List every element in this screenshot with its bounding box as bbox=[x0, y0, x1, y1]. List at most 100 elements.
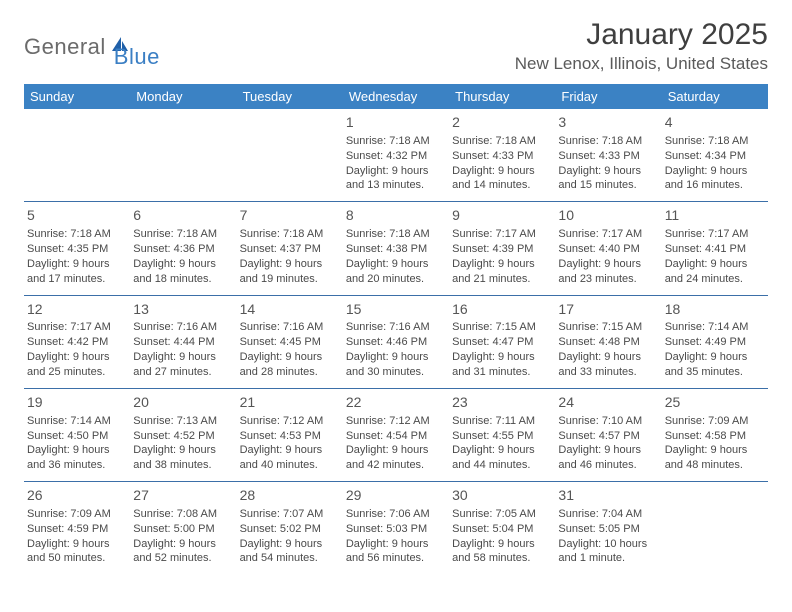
day-number: 22 bbox=[346, 393, 446, 412]
calendar-cell: 26Sunrise: 7:09 AMSunset: 4:59 PMDayligh… bbox=[24, 482, 130, 575]
daylight-text: Daylight: 9 hours bbox=[240, 537, 340, 552]
daylight-text: Daylight: 9 hours bbox=[665, 443, 765, 458]
sunset-text: Sunset: 4:47 PM bbox=[452, 335, 552, 350]
sunset-text: Sunset: 4:33 PM bbox=[558, 149, 658, 164]
sunset-text: Sunset: 4:42 PM bbox=[27, 335, 127, 350]
calendar-cell: 16Sunrise: 7:15 AMSunset: 4:47 PMDayligh… bbox=[449, 295, 555, 388]
sunrise-text: Sunrise: 7:12 AM bbox=[240, 414, 340, 429]
sunset-text: Sunset: 4:50 PM bbox=[27, 429, 127, 444]
sunset-text: Sunset: 4:39 PM bbox=[452, 242, 552, 257]
daylight-text-2: and 35 minutes. bbox=[665, 365, 765, 380]
calendar-cell: 3 Sunrise: 7:18 AMSunset: 4:33 PMDaylight… bbox=[555, 109, 661, 202]
calendar-cell bbox=[24, 109, 130, 202]
day-number: 26 bbox=[27, 486, 127, 505]
location-label: New Lenox, Illinois, United States bbox=[515, 54, 768, 74]
daylight-text: Daylight: 9 hours bbox=[346, 350, 446, 365]
daylight-text: Daylight: 9 hours bbox=[452, 257, 552, 272]
sunrise-text: Sunrise: 7:05 AM bbox=[452, 507, 552, 522]
sunrise-text: Sunrise: 7:04 AM bbox=[558, 507, 658, 522]
sunset-text: Sunset: 5:03 PM bbox=[346, 522, 446, 537]
daylight-text-2: and 38 minutes. bbox=[133, 458, 233, 473]
day-header: Tuesday bbox=[237, 84, 343, 109]
daylight-text-2: and 17 minutes. bbox=[27, 272, 127, 287]
daylight-text: Daylight: 9 hours bbox=[452, 350, 552, 365]
daylight-text: Daylight: 9 hours bbox=[452, 164, 552, 179]
daylight-text: Daylight: 9 hours bbox=[558, 257, 658, 272]
sunset-text: Sunset: 4:54 PM bbox=[346, 429, 446, 444]
logo-text-blue: Blue bbox=[114, 44, 160, 70]
sunset-text: Sunset: 4:49 PM bbox=[665, 335, 765, 350]
calendar-table: Sunday Monday Tuesday Wednesday Thursday… bbox=[24, 84, 768, 574]
daylight-text-2: and 24 minutes. bbox=[665, 272, 765, 287]
day-number: 30 bbox=[452, 486, 552, 505]
calendar-cell: 23Sunrise: 7:11 AMSunset: 4:55 PMDayligh… bbox=[449, 388, 555, 481]
sunrise-text: Sunrise: 7:08 AM bbox=[133, 507, 233, 522]
day-number: 2 bbox=[452, 113, 552, 132]
sunrise-text: Sunrise: 7:16 AM bbox=[346, 320, 446, 335]
day-number: 9 bbox=[452, 206, 552, 225]
daylight-text: Daylight: 9 hours bbox=[558, 164, 658, 179]
daylight-text-2: and 15 minutes. bbox=[558, 178, 658, 193]
daylight-text-2: and 36 minutes. bbox=[27, 458, 127, 473]
day-number: 25 bbox=[665, 393, 765, 412]
sunrise-text: Sunrise: 7:16 AM bbox=[240, 320, 340, 335]
calendar-cell: 5Sunrise: 7:18 AMSunset: 4:35 PMDaylight… bbox=[24, 202, 130, 295]
day-number: 8 bbox=[346, 206, 446, 225]
day-number: 28 bbox=[240, 486, 340, 505]
calendar-cell bbox=[237, 109, 343, 202]
calendar-cell: 25Sunrise: 7:09 AMSunset: 4:58 PMDayligh… bbox=[662, 388, 768, 481]
daylight-text: Daylight: 9 hours bbox=[452, 537, 552, 552]
calendar-cell: 6Sunrise: 7:18 AMSunset: 4:36 PMDaylight… bbox=[130, 202, 236, 295]
daylight-text: Daylight: 9 hours bbox=[27, 350, 127, 365]
sunset-text: Sunset: 4:36 PM bbox=[133, 242, 233, 257]
day-number: 3 bbox=[558, 113, 658, 132]
daylight-text: Daylight: 9 hours bbox=[133, 537, 233, 552]
day-header-row: Sunday Monday Tuesday Wednesday Thursday… bbox=[24, 84, 768, 109]
day-number: 17 bbox=[558, 300, 658, 319]
daylight-text: Daylight: 9 hours bbox=[558, 350, 658, 365]
calendar-cell: 31Sunrise: 7:04 AMSunset: 5:05 PMDayligh… bbox=[555, 482, 661, 575]
daylight-text: Daylight: 9 hours bbox=[665, 350, 765, 365]
sunrise-text: Sunrise: 7:14 AM bbox=[665, 320, 765, 335]
calendar-cell: 19Sunrise: 7:14 AMSunset: 4:50 PMDayligh… bbox=[24, 388, 130, 481]
calendar-cell: 15Sunrise: 7:16 AMSunset: 4:46 PMDayligh… bbox=[343, 295, 449, 388]
sunset-text: Sunset: 4:35 PM bbox=[27, 242, 127, 257]
daylight-text: Daylight: 9 hours bbox=[346, 164, 446, 179]
daylight-text-2: and 46 minutes. bbox=[558, 458, 658, 473]
sunrise-text: Sunrise: 7:18 AM bbox=[558, 134, 658, 149]
daylight-text: Daylight: 9 hours bbox=[240, 350, 340, 365]
day-header: Sunday bbox=[24, 84, 130, 109]
day-number: 4 bbox=[665, 113, 765, 132]
daylight-text-2: and 21 minutes. bbox=[452, 272, 552, 287]
daylight-text-2: and 23 minutes. bbox=[558, 272, 658, 287]
daylight-text: Daylight: 9 hours bbox=[27, 537, 127, 552]
day-number: 27 bbox=[133, 486, 233, 505]
daylight-text-2: and 20 minutes. bbox=[346, 272, 446, 287]
calendar-cell: 13Sunrise: 7:16 AMSunset: 4:44 PMDayligh… bbox=[130, 295, 236, 388]
sunrise-text: Sunrise: 7:18 AM bbox=[665, 134, 765, 149]
daylight-text-2: and 14 minutes. bbox=[452, 178, 552, 193]
daylight-text-2: and 33 minutes. bbox=[558, 365, 658, 380]
sunset-text: Sunset: 5:00 PM bbox=[133, 522, 233, 537]
calendar-row: 19Sunrise: 7:14 AMSunset: 4:50 PMDayligh… bbox=[24, 388, 768, 481]
sunset-text: Sunset: 5:05 PM bbox=[558, 522, 658, 537]
calendar-cell: 22Sunrise: 7:12 AMSunset: 4:54 PMDayligh… bbox=[343, 388, 449, 481]
day-number: 14 bbox=[240, 300, 340, 319]
logo: General Blue bbox=[24, 18, 160, 70]
daylight-text: Daylight: 9 hours bbox=[133, 443, 233, 458]
daylight-text: Daylight: 9 hours bbox=[240, 257, 340, 272]
logo-text-general: General bbox=[24, 34, 106, 60]
calendar-cell: 10Sunrise: 7:17 AMSunset: 4:40 PMDayligh… bbox=[555, 202, 661, 295]
daylight-text: Daylight: 9 hours bbox=[133, 257, 233, 272]
calendar-cell: 21Sunrise: 7:12 AMSunset: 4:53 PMDayligh… bbox=[237, 388, 343, 481]
sunset-text: Sunset: 4:38 PM bbox=[346, 242, 446, 257]
day-number: 23 bbox=[452, 393, 552, 412]
day-number: 6 bbox=[133, 206, 233, 225]
sunset-text: Sunset: 4:33 PM bbox=[452, 149, 552, 164]
sunset-text: Sunset: 4:41 PM bbox=[665, 242, 765, 257]
day-header: Friday bbox=[555, 84, 661, 109]
sunrise-text: Sunrise: 7:15 AM bbox=[558, 320, 658, 335]
daylight-text-2: and 31 minutes. bbox=[452, 365, 552, 380]
calendar-row: 5Sunrise: 7:18 AMSunset: 4:35 PMDaylight… bbox=[24, 202, 768, 295]
sunset-text: Sunset: 4:44 PM bbox=[133, 335, 233, 350]
